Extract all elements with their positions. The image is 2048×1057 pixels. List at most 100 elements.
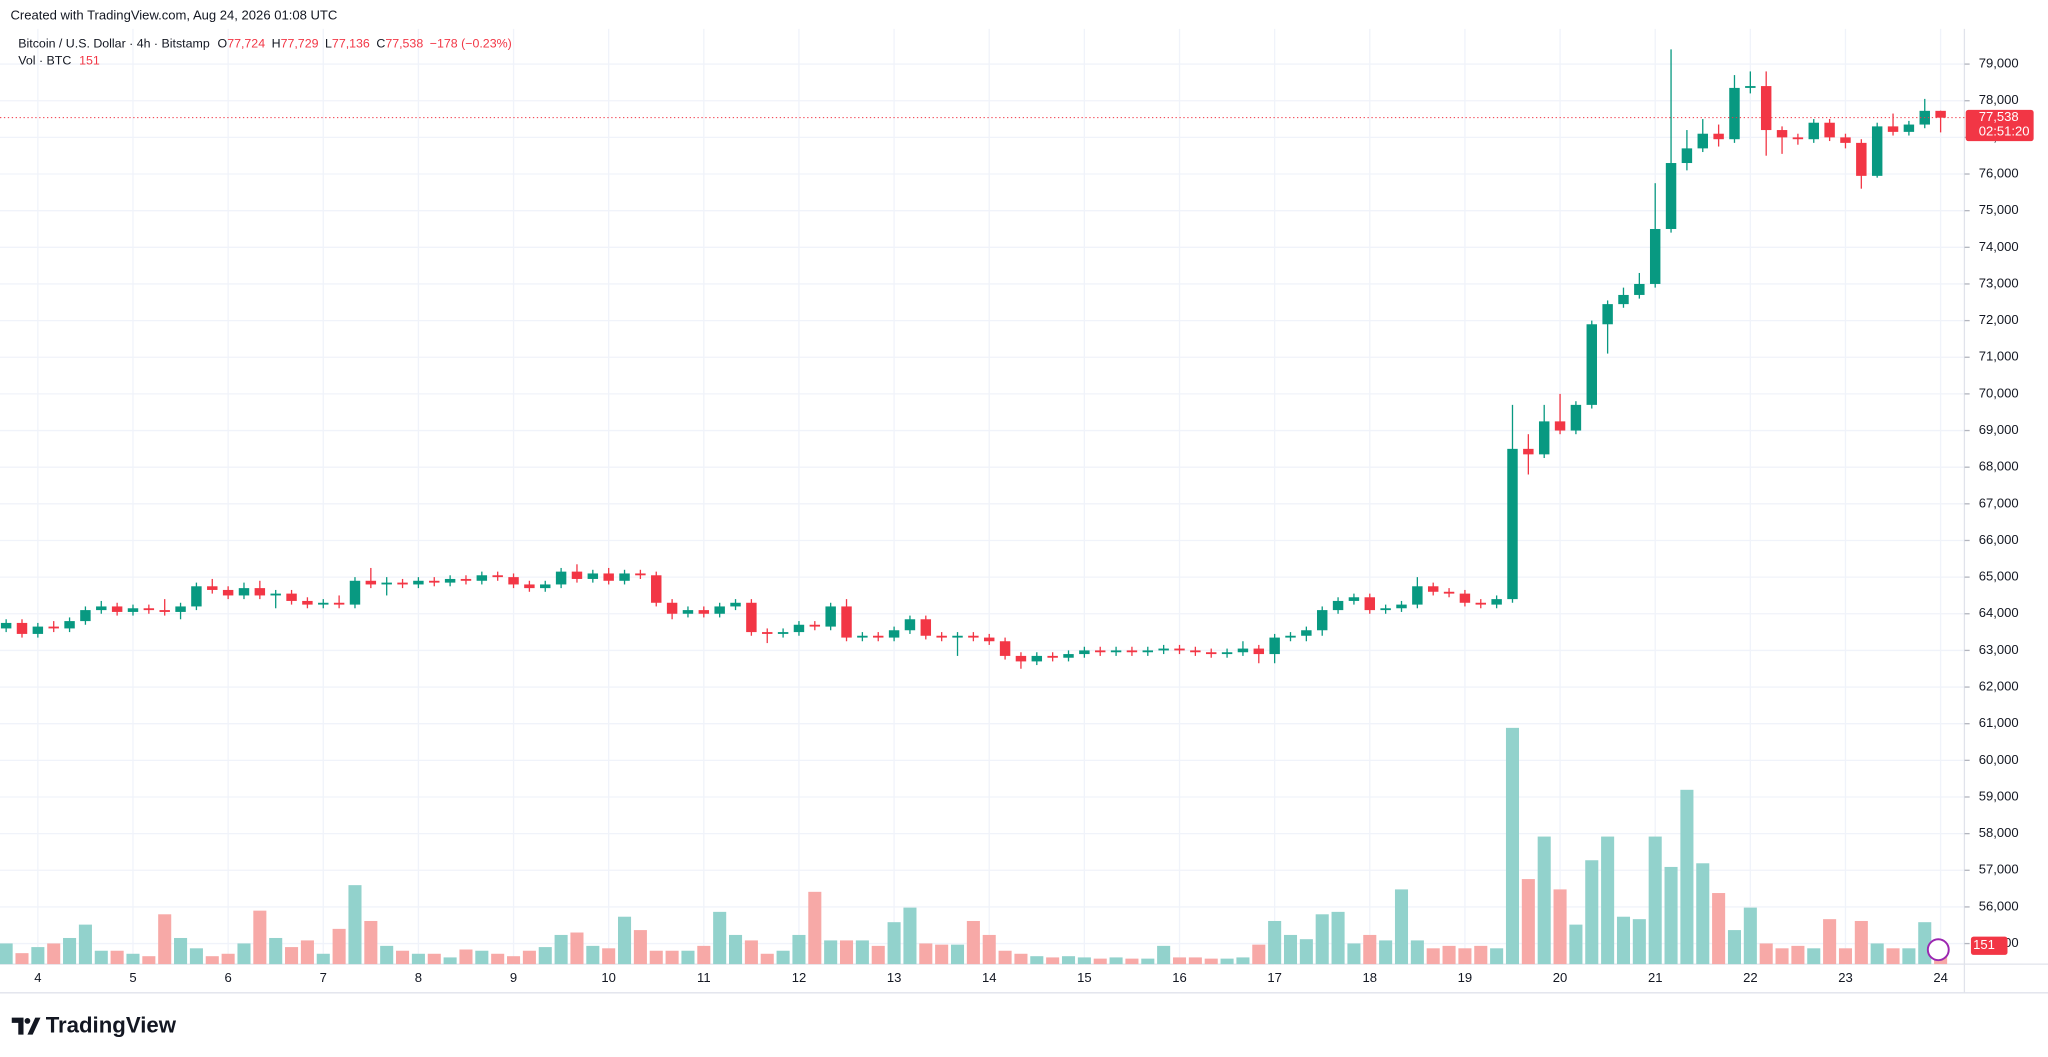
candle-body: [1602, 304, 1613, 325]
x-tick-label: 22: [1743, 970, 1758, 985]
candle-body: [175, 606, 186, 612]
volume-bar: [1030, 956, 1044, 965]
volume-bar: [538, 947, 552, 965]
volume-bar: [1743, 907, 1757, 965]
volume-bar: [94, 950, 108, 965]
logo-text: TradingView: [46, 1013, 177, 1038]
volume-bar: [491, 953, 505, 965]
candle-body: [302, 600, 313, 605]
x-tick-label: 16: [1172, 970, 1187, 985]
volume-bar: [1141, 958, 1155, 965]
x-tick-label: 21: [1648, 970, 1663, 985]
volume-bar: [618, 916, 632, 965]
volume-bar: [1236, 957, 1250, 965]
candle-body: [349, 580, 361, 605]
volume-bar: [316, 953, 330, 965]
volume-bar: [1664, 866, 1678, 965]
candle-body: [1491, 599, 1502, 605]
y-tick-label: 63,000: [1979, 642, 2019, 657]
volume-bar: [649, 950, 663, 965]
candle-body: [1380, 608, 1391, 611]
volume-bar: [1490, 948, 1504, 965]
y-tick-label: 59,000: [1979, 788, 2019, 803]
ohlc-key: C: [376, 37, 385, 51]
y-tick-label: 78,000: [1979, 92, 2019, 107]
candle-body: [1126, 650, 1138, 653]
volume-bar: [1712, 893, 1726, 965]
volume-bar: [332, 928, 346, 965]
candle-body: [1396, 604, 1407, 609]
candle-body: [857, 635, 868, 638]
candle-body: [286, 593, 297, 601]
candle-body: [1110, 650, 1122, 653]
volume-bar: [998, 950, 1012, 965]
candle-body: [80, 610, 91, 622]
volume-bar: [1458, 948, 1472, 965]
candle-body: [1221, 652, 1233, 655]
volume-bar: [364, 920, 378, 965]
volume-bar: [459, 949, 473, 965]
volume-bar: [1014, 953, 1028, 965]
candle-body: [429, 580, 440, 583]
candle-body: [159, 610, 170, 612]
candle-body: [809, 624, 821, 627]
candle-body: [1903, 124, 1915, 132]
candle-body: [127, 608, 139, 612]
candle-body: [1459, 593, 1471, 603]
y-tick-label: 71,000: [1979, 349, 2019, 364]
x-tick-label: 23: [1838, 970, 1853, 985]
logo-dot: [24, 1018, 31, 1024]
volume-bar: [982, 934, 996, 965]
candle-body: [1824, 122, 1835, 138]
volume-bar: [903, 907, 917, 965]
volume-bar: [475, 950, 489, 965]
volume-bar: [1854, 920, 1868, 965]
volume-bar: [142, 956, 156, 965]
volume-bar: [443, 957, 457, 965]
candle-body: [651, 575, 662, 603]
candle-body: [1190, 650, 1201, 653]
x-tick-label: 14: [982, 970, 997, 985]
watermark: Created with TradingView.com, Aug 24, 20…: [10, 7, 337, 22]
candle-body: [1412, 586, 1423, 605]
candle-body: [111, 606, 123, 612]
candle-body: [1935, 110, 1946, 118]
volume-bar: [63, 937, 77, 965]
volume-bar: [1680, 789, 1694, 965]
candle-body: [413, 580, 424, 585]
volume-bar: [427, 953, 441, 965]
candle-body: [984, 637, 995, 642]
x-tick-label: 15: [1077, 970, 1092, 985]
candle-body: [1158, 648, 1169, 651]
y-tick-label: 73,000: [1979, 275, 2019, 290]
volume-bar: [1157, 945, 1171, 965]
candle-body: [1887, 126, 1899, 132]
candle-body: [1205, 652, 1217, 655]
candle-body: [270, 593, 281, 596]
volume-bar: [189, 948, 203, 965]
candle-body: [603, 573, 614, 581]
volume-bar: [1268, 920, 1282, 965]
candle-body: [1554, 421, 1566, 431]
volume-bar: [728, 934, 743, 965]
volume-bar: [966, 920, 980, 965]
volume-bar: [1426, 948, 1440, 965]
volume-bar: [1727, 930, 1742, 965]
y-tick-label: 68,000: [1979, 459, 2019, 474]
volume-bars: [0, 727, 1948, 965]
candle-body: [1840, 137, 1851, 143]
candle-body: [1031, 655, 1043, 662]
candle-body: [635, 573, 646, 576]
volume-bar: [1696, 863, 1710, 965]
symbol: Bitcoin / U.S. Dollar · 4h · Bitstamp: [18, 37, 210, 51]
volume-bar: [507, 956, 521, 965]
candle-body: [143, 608, 155, 611]
x-tick-label: 13: [887, 970, 902, 985]
candle-body: [714, 606, 725, 614]
y-tick-label: 79,000: [1979, 56, 2019, 71]
change: −178 (−0.23%): [430, 37, 512, 51]
candle-body: [1586, 324, 1597, 405]
